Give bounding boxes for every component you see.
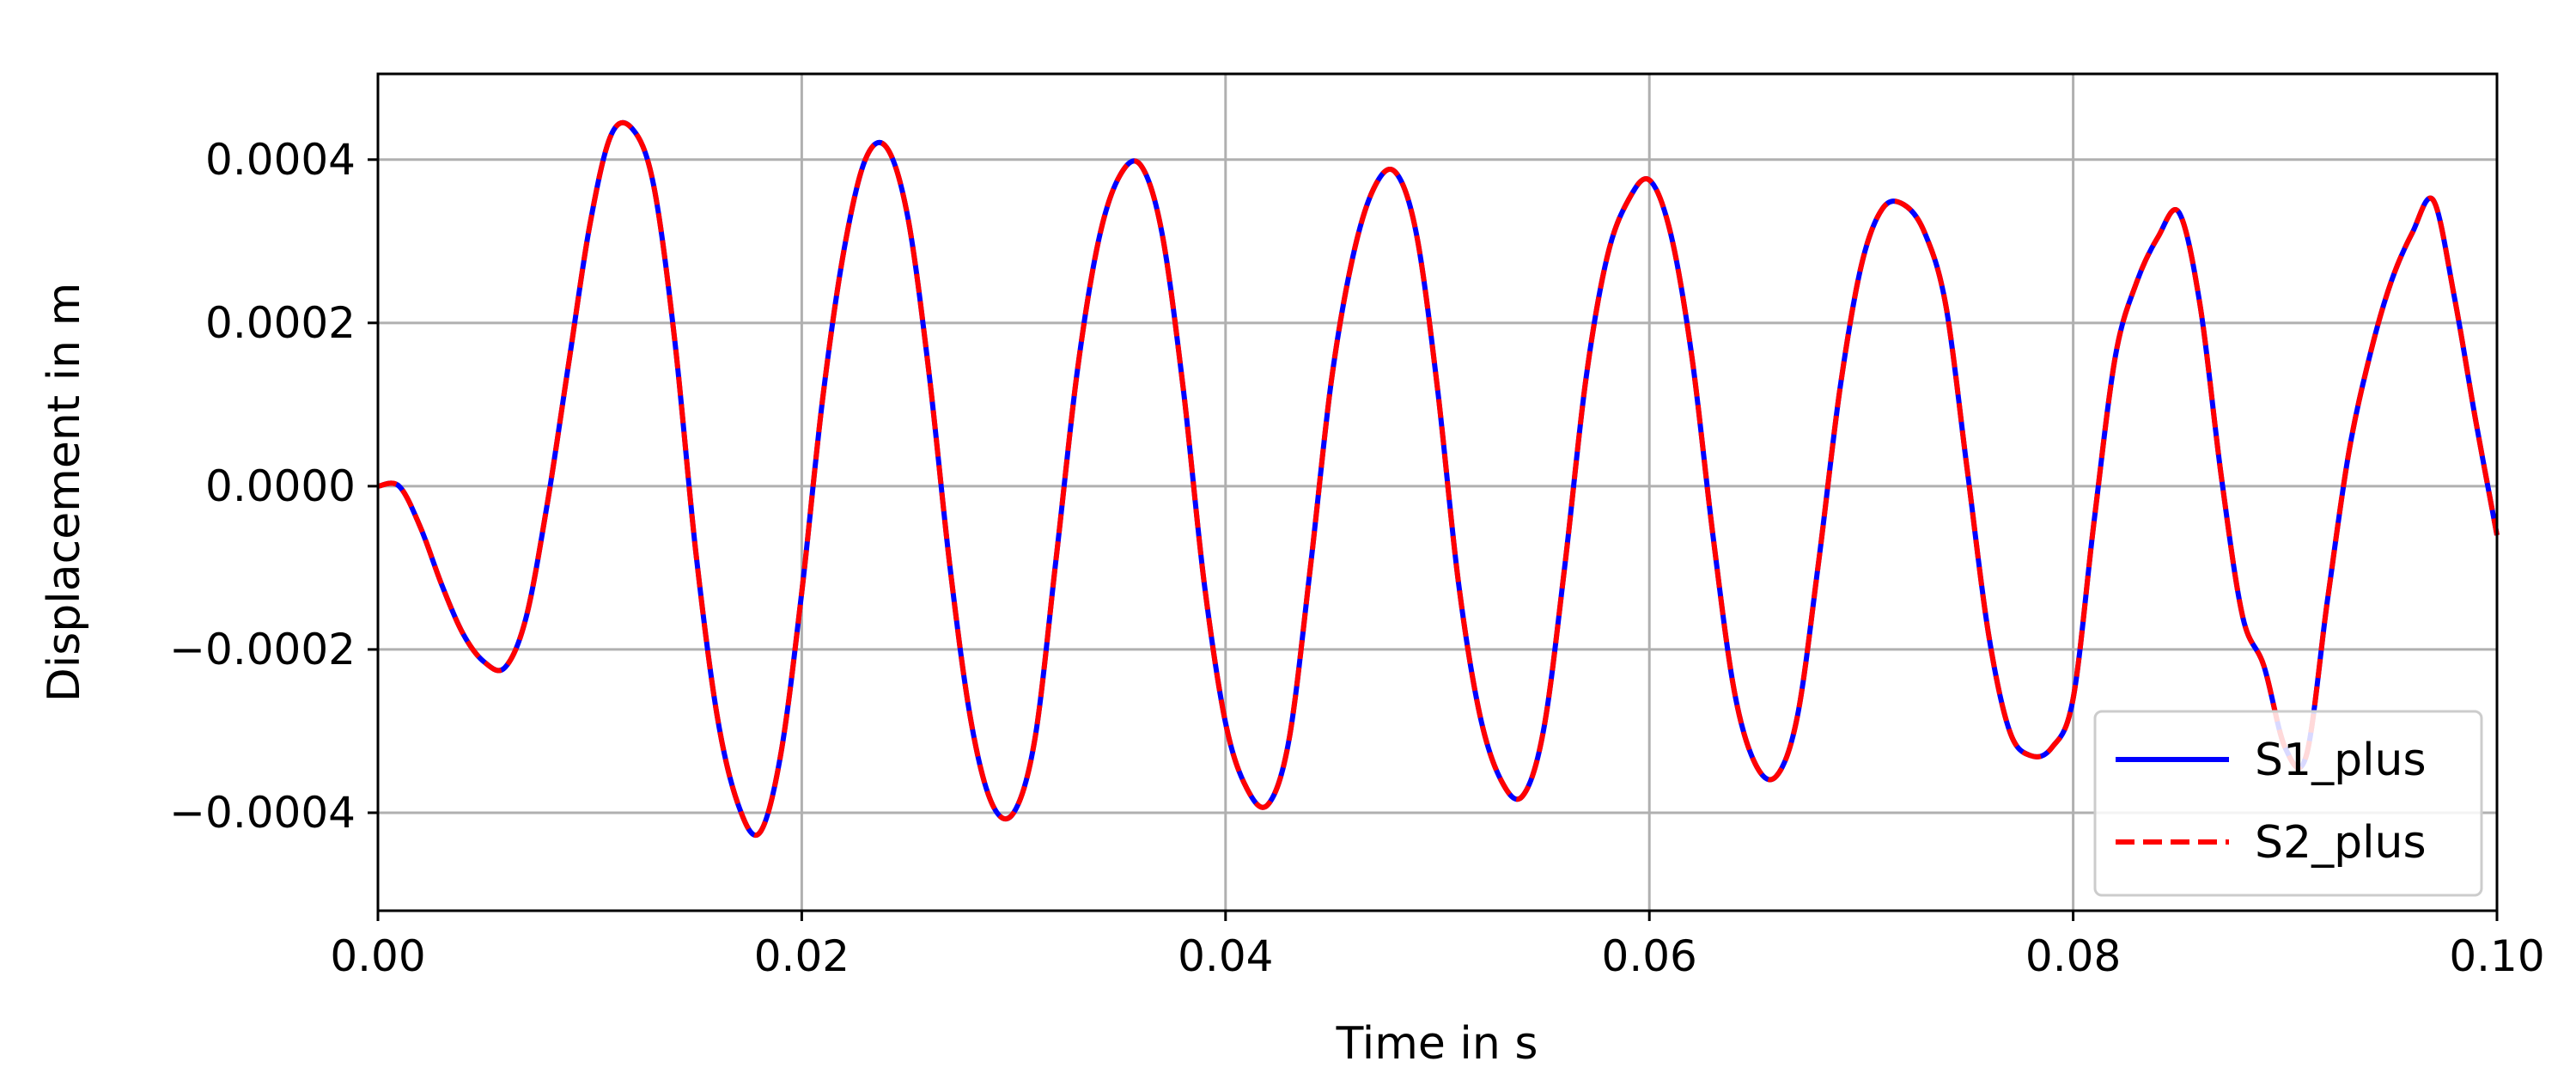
legend-label-1: S1_plus [2255, 735, 2427, 786]
x-axis-label: Time in s [1336, 1018, 1538, 1070]
x-tick-label: 0.08 [2025, 931, 2121, 981]
series-layer [377, 119, 2500, 838]
y-tick-label: 0.0002 [205, 298, 356, 348]
x-tick-label: 0.06 [1602, 931, 1697, 981]
x-tick-label: 0.00 [330, 931, 425, 981]
axes-frame [376, 72, 2499, 912]
y-tick-label: −0.0004 [169, 788, 356, 838]
series-line-2 [377, 119, 2500, 838]
y-tick-label: 0.0004 [205, 135, 356, 185]
y-axis-label: Displacement in m [39, 283, 90, 703]
x-tick-label: 0.04 [1178, 931, 1273, 981]
legend: S1_plus S2_plus [2093, 710, 2483, 897]
ticks: 0.00 0.02 0.04 0.06 0.08 0.10 0.0004 0.0002 0.00… [169, 135, 2545, 981]
y-tick-label: 0.0000 [205, 461, 356, 511]
legend-label-2: S2_plus [2255, 817, 2427, 869]
x-tick-label: 0.02 [754, 931, 850, 981]
x-tick-label: 0.10 [2449, 931, 2544, 981]
y-tick-label: −0.0002 [169, 625, 356, 674]
